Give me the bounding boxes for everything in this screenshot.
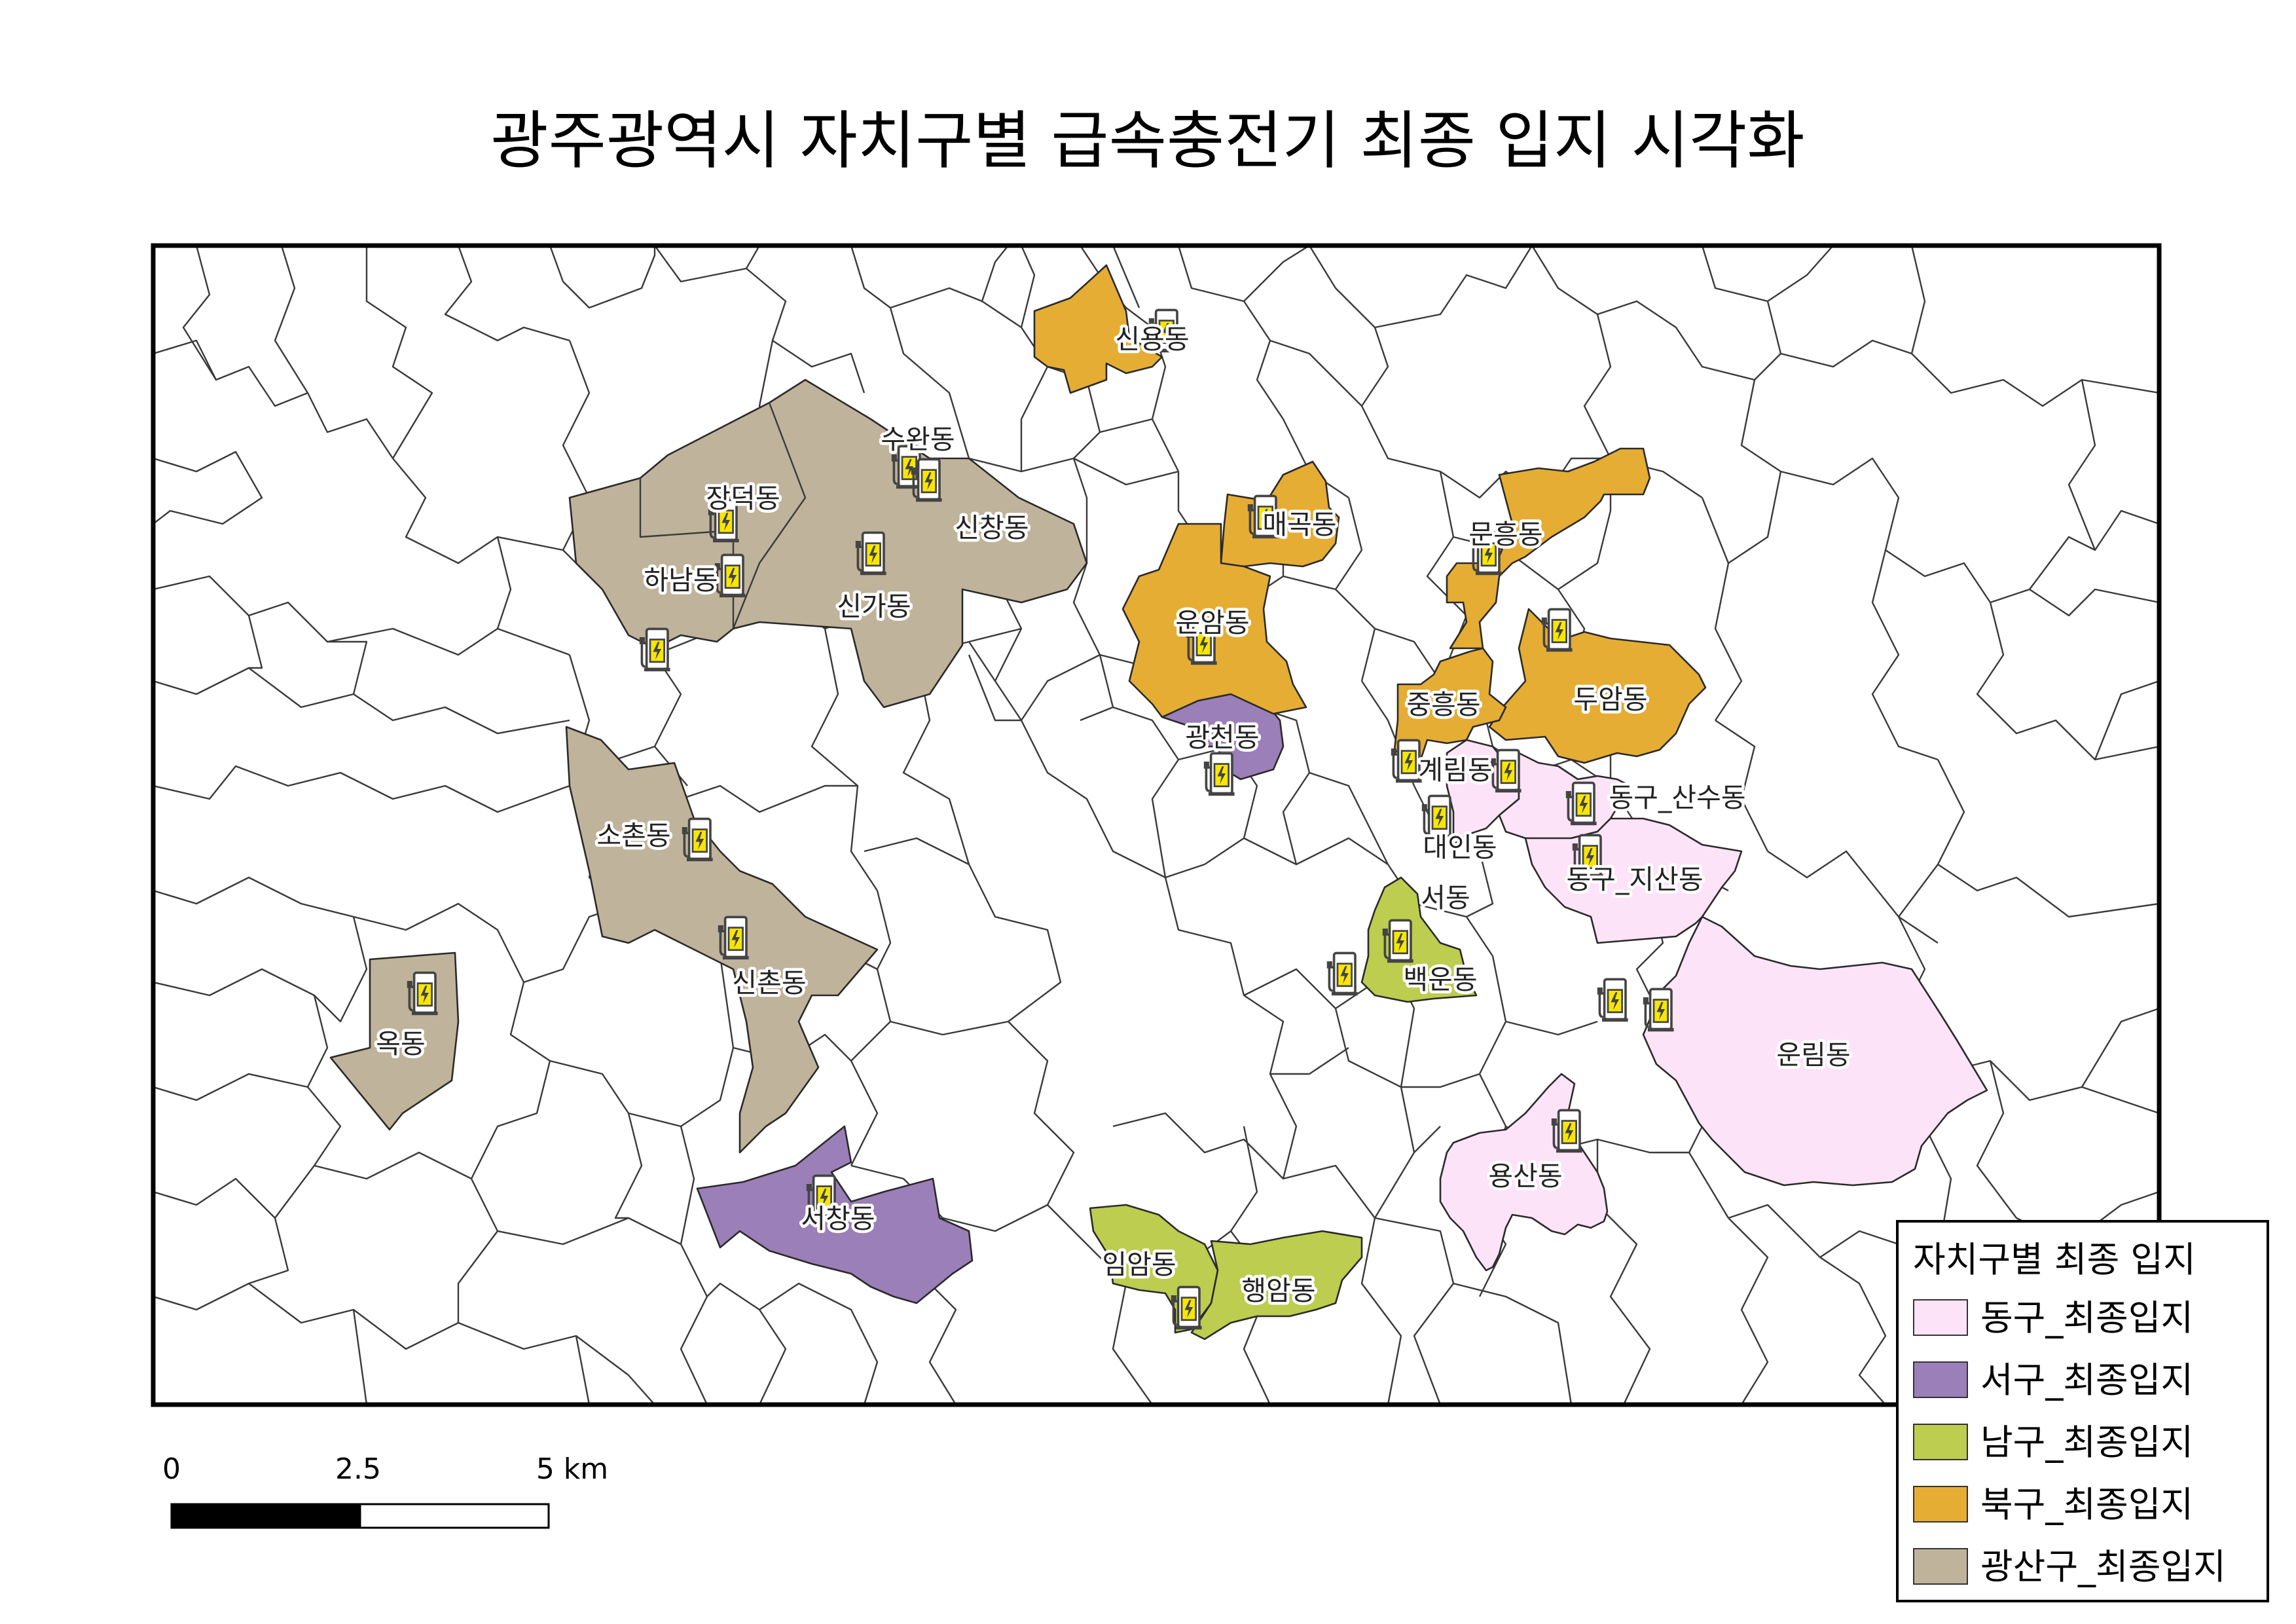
legend-label: 북구_최종입지 — [1980, 1484, 2193, 1525]
legend-box — [1896, 1220, 2269, 1602]
map-title: 광주광역시 자치구별 급속충전기 최종 입지 시각화 — [490, 104, 1804, 177]
legend-swatch — [1913, 1424, 1968, 1460]
label-okdong: 옥동 — [376, 1028, 425, 1060]
legend-label: 남구_최종입지 — [1980, 1422, 2193, 1463]
label-maegok: 매곡동 — [1262, 509, 1336, 540]
scale-bar-black-segment — [170, 1503, 361, 1529]
legend-swatch — [1913, 1299, 1968, 1336]
scale-label-end: 5 km — [536, 1452, 608, 1486]
label-yongsan: 용산동 — [1488, 1160, 1562, 1192]
label-duam: 두암동 — [1573, 684, 1647, 715]
label-suwan: 수완동 — [881, 424, 955, 455]
dong-labels: 신용동 수완동 장덕동 신창동 하남동 신가동 매곡동 문흥동 운암동 두암동 … — [373, 321, 1853, 1310]
legend-swatch — [1913, 1486, 1968, 1522]
scale-label-0: 0 — [162, 1452, 181, 1486]
region-buk — [1033, 264, 1707, 764]
label-gwangcheon: 광천동 — [1185, 722, 1259, 753]
label-hanam: 하남동 — [644, 564, 718, 596]
legend-item: 북구_최종입지 — [1913, 1484, 2193, 1525]
legend-title: 자치구별 최종 입지 — [1913, 1239, 2196, 1280]
scale-label-mid: 2.5 — [335, 1452, 381, 1486]
region-baegun — [1360, 876, 1478, 1003]
label-gyerim: 계림동 — [1418, 754, 1492, 786]
legend-label: 서구_최종입지 — [1980, 1359, 2193, 1401]
legend-swatch — [1913, 1361, 1968, 1398]
label-sansu: 동구_산수동 — [1609, 782, 1745, 813]
legend-item: 남구_최종입지 — [1913, 1422, 2193, 1463]
scale-bar-white-segment — [359, 1503, 550, 1529]
legend: 자치구별 최종 입지 동구_최종입지 서구_최종입지 남구_최종입지 북구_최종… — [1896, 1220, 2269, 1602]
label-haengam: 행암동 — [1241, 1275, 1315, 1306]
label-seodong: 서동 — [1421, 882, 1470, 913]
label-jisan: 동구_지산동 — [1566, 864, 1703, 895]
label-sinchang: 신창동 — [955, 512, 1029, 544]
legend-swatch — [1913, 1548, 1968, 1585]
label-sinyong: 신용동 — [1115, 323, 1189, 355]
label-munheung: 문흥동 — [1468, 519, 1542, 550]
label-sochon: 소촌동 — [596, 820, 670, 851]
label-seochang: 서창동 — [801, 1203, 875, 1234]
label-unam: 운암동 — [1175, 607, 1249, 638]
label-sinchon: 신촌동 — [732, 967, 806, 999]
label-unrim: 운림동 — [1776, 1039, 1850, 1071]
label-imam: 임암동 — [1102, 1249, 1176, 1280]
region-gwangsan — [329, 378, 1088, 1154]
label-jungheung: 중흥동 — [1406, 689, 1480, 720]
map-frame — [151, 243, 2162, 1407]
label-jangdeok: 장덕동 — [706, 483, 780, 514]
legend-item: 서구_최종입지 — [1913, 1359, 2193, 1401]
label-baegun: 백운동 — [1403, 964, 1477, 995]
legend-label: 광산구_최종입지 — [1980, 1546, 2226, 1587]
legend-label: 동구_최종입지 — [1980, 1297, 2193, 1338]
legend-item: 동구_최종입지 — [1913, 1297, 2193, 1338]
legend-item: 광산구_최종입지 — [1913, 1546, 2226, 1587]
region-unam — [1121, 523, 1307, 718]
label-daein: 대인동 — [1423, 832, 1497, 863]
region-sinyong — [1033, 264, 1163, 394]
map-area: 신용동 수완동 장덕동 신창동 하남동 신가동 매곡동 문흥동 운암동 두암동 … — [153, 246, 2159, 1405]
scale-bar: 0 2.5 5 km — [162, 1452, 608, 1529]
label-singa: 신가동 — [837, 591, 911, 622]
region-munheung — [1446, 447, 1651, 650]
